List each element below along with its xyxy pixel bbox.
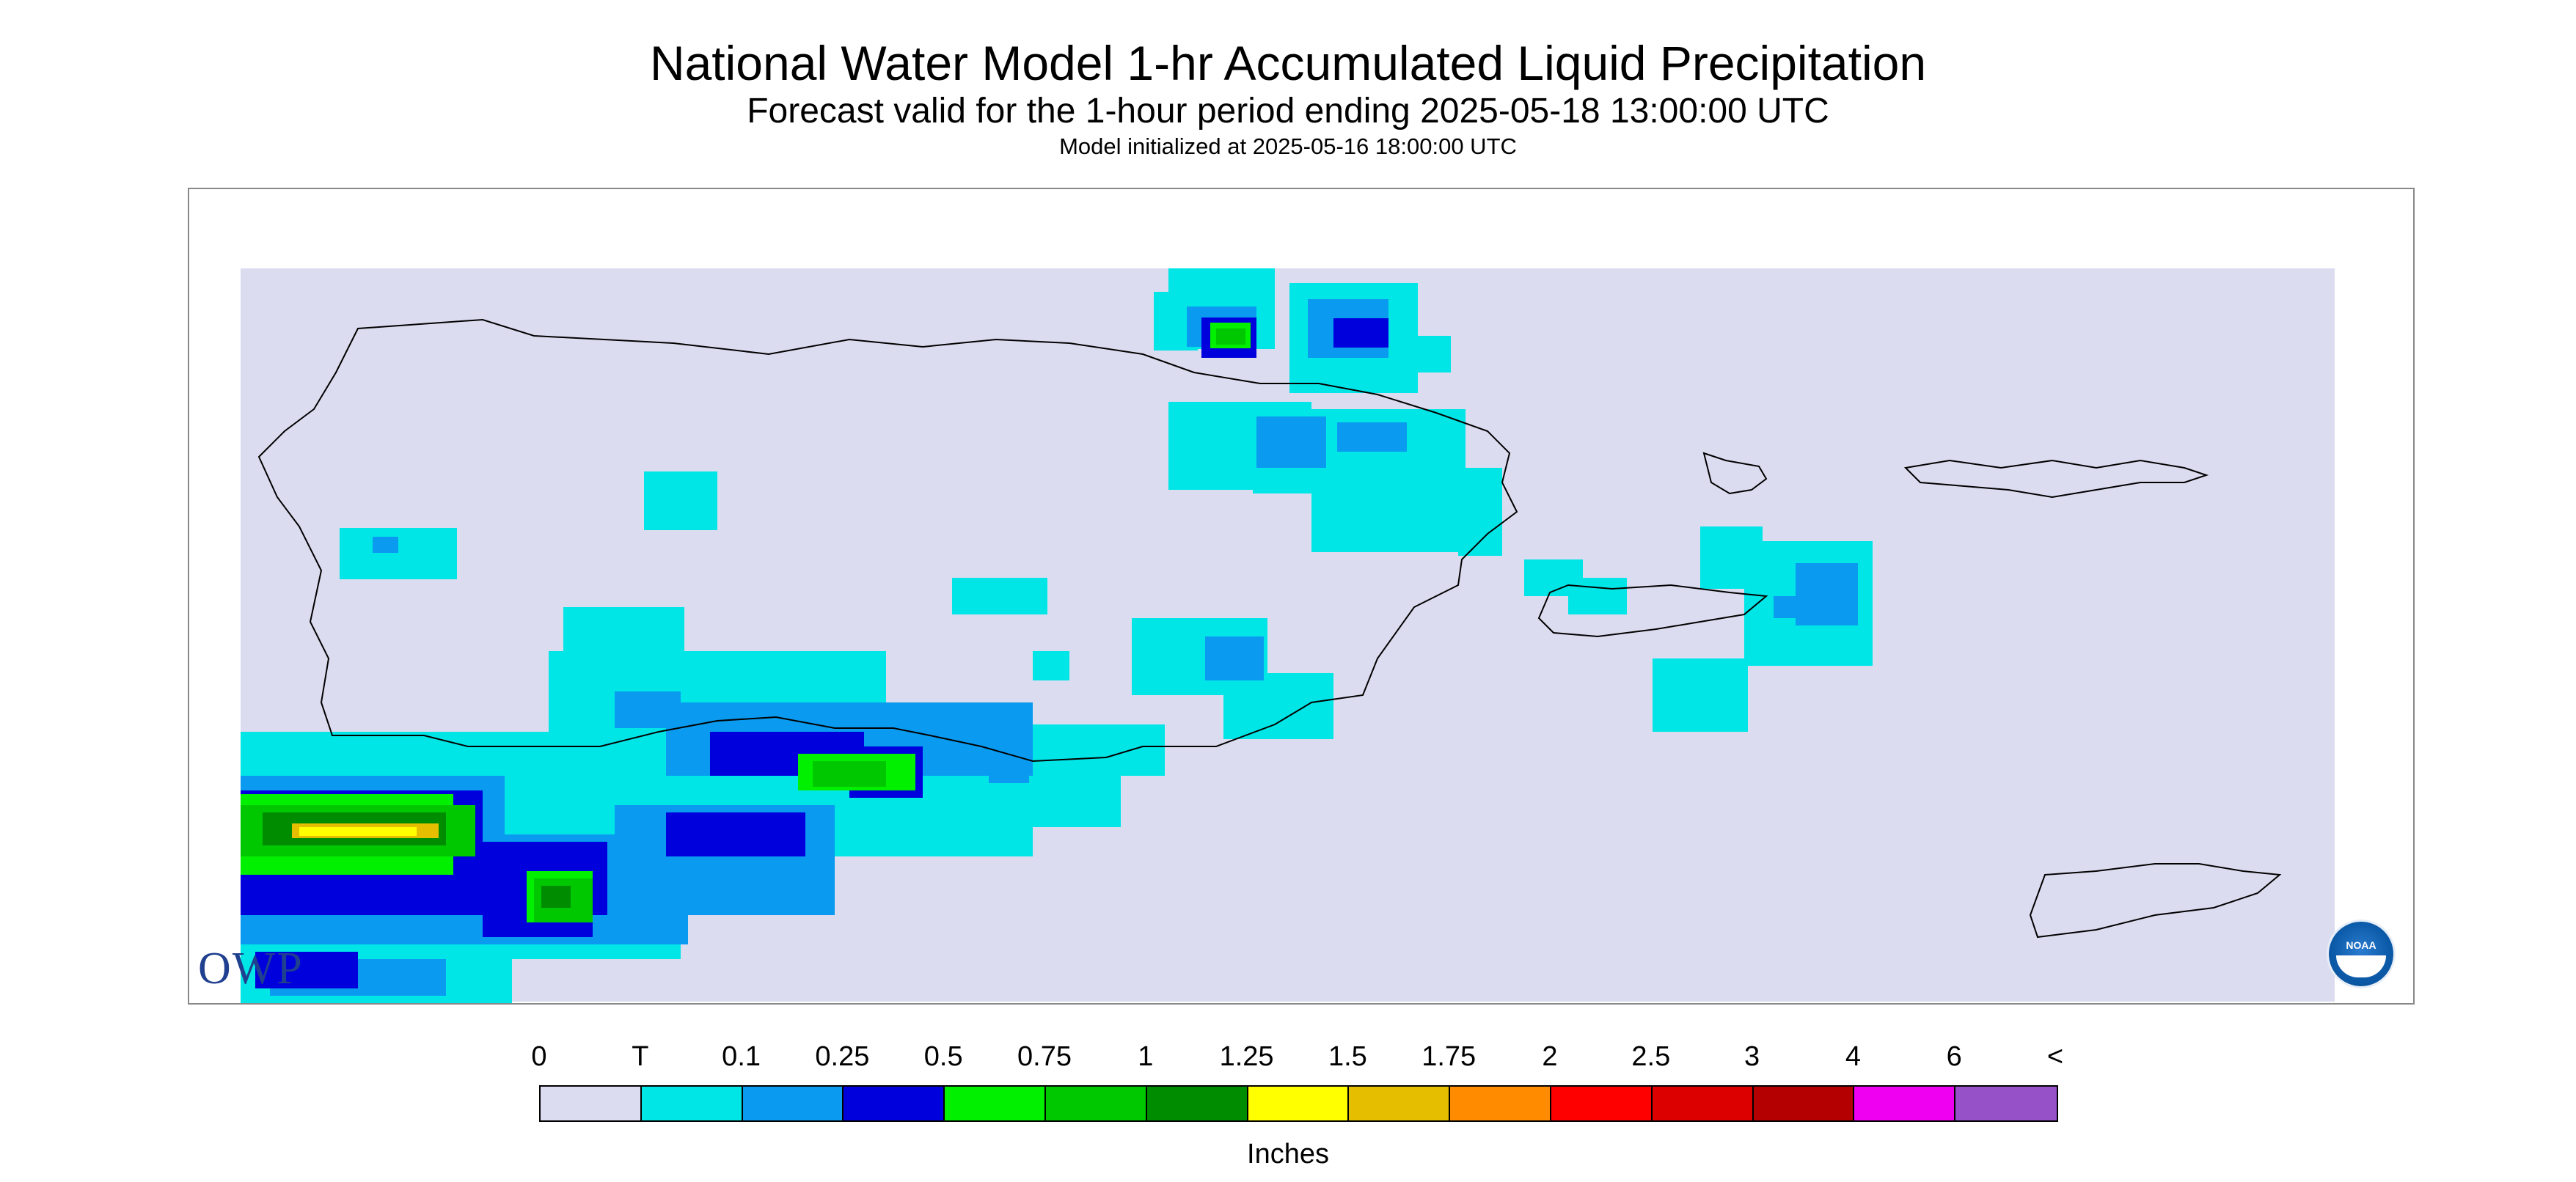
legend-units: Inches bbox=[1247, 1139, 1329, 1170]
puerto-rico-coastline bbox=[257, 318, 1518, 763]
legend-swatch bbox=[1248, 1087, 1350, 1120]
legend-label: < bbox=[2046, 1041, 2064, 1072]
legend-label: 3 bbox=[1744, 1041, 1760, 1072]
legend-label: 0 bbox=[531, 1041, 547, 1072]
owp-logo-text: OWP bbox=[198, 944, 304, 994]
precipitation-map bbox=[241, 268, 2335, 1003]
chart-title: National Water Model 1-hr Accumulated Li… bbox=[649, 36, 1927, 90]
map-frame: OWP NOAA bbox=[188, 188, 2415, 1005]
legend-label: 4 bbox=[1845, 1041, 1861, 1072]
precip-1-25-areas bbox=[292, 823, 439, 838]
legend-swatch bbox=[742, 1087, 844, 1120]
legend-label: 2 bbox=[1542, 1041, 1558, 1072]
colorbar bbox=[539, 1085, 2058, 1122]
noaa-logo-text: NOAA bbox=[2346, 939, 2376, 951]
coastlines bbox=[257, 318, 2282, 939]
legend-label: 0.75 bbox=[1017, 1041, 1072, 1072]
vieques-coastline bbox=[1702, 452, 1768, 495]
legend-label: 2.5 bbox=[1631, 1041, 1671, 1072]
legend-label: 0.25 bbox=[815, 1041, 870, 1072]
owp-logo: OWP bbox=[198, 943, 304, 995]
legend-swatch bbox=[945, 1087, 1046, 1120]
legend-swatch bbox=[1349, 1087, 1451, 1120]
chart-subtitle: Forecast valid for the 1-hour period end… bbox=[747, 92, 1829, 131]
noaa-logo: NOAA bbox=[2327, 919, 2396, 988]
legend-label: T bbox=[632, 1041, 649, 1072]
legend-label: 1.25 bbox=[1219, 1041, 1274, 1072]
legend-swatch bbox=[1854, 1087, 1956, 1120]
legend-swatch bbox=[1045, 1087, 1147, 1120]
legend-swatch bbox=[1450, 1087, 1551, 1120]
legend-label: 0.1 bbox=[722, 1041, 761, 1072]
st-thomas-coastline bbox=[1903, 459, 2209, 499]
st-croix-coastline bbox=[2029, 863, 2282, 939]
model-init-text: Model initialized at 2025-05-16 18:00:00… bbox=[1059, 133, 1517, 159]
legend-swatch bbox=[641, 1087, 743, 1120]
legend-swatch bbox=[1146, 1087, 1248, 1120]
legend-swatch bbox=[1551, 1087, 1653, 1120]
noaa-logo-wave-icon bbox=[2336, 955, 2386, 977]
owp-logo-subtext bbox=[326, 952, 436, 961]
culebra-coastline bbox=[1537, 584, 1768, 638]
legend-label: 0.5 bbox=[923, 1041, 963, 1072]
legend-label: 1.5 bbox=[1328, 1041, 1367, 1072]
legend-label: 1 bbox=[1138, 1041, 1154, 1072]
legend-swatch bbox=[1753, 1087, 1855, 1120]
legend-label: 6 bbox=[1946, 1041, 1962, 1072]
legend-swatch bbox=[1955, 1087, 2057, 1120]
legend-swatch bbox=[1652, 1087, 1754, 1120]
legend-swatch bbox=[844, 1087, 945, 1120]
legend-swatch bbox=[541, 1087, 642, 1120]
legend-label: 1.75 bbox=[1421, 1041, 1477, 1072]
